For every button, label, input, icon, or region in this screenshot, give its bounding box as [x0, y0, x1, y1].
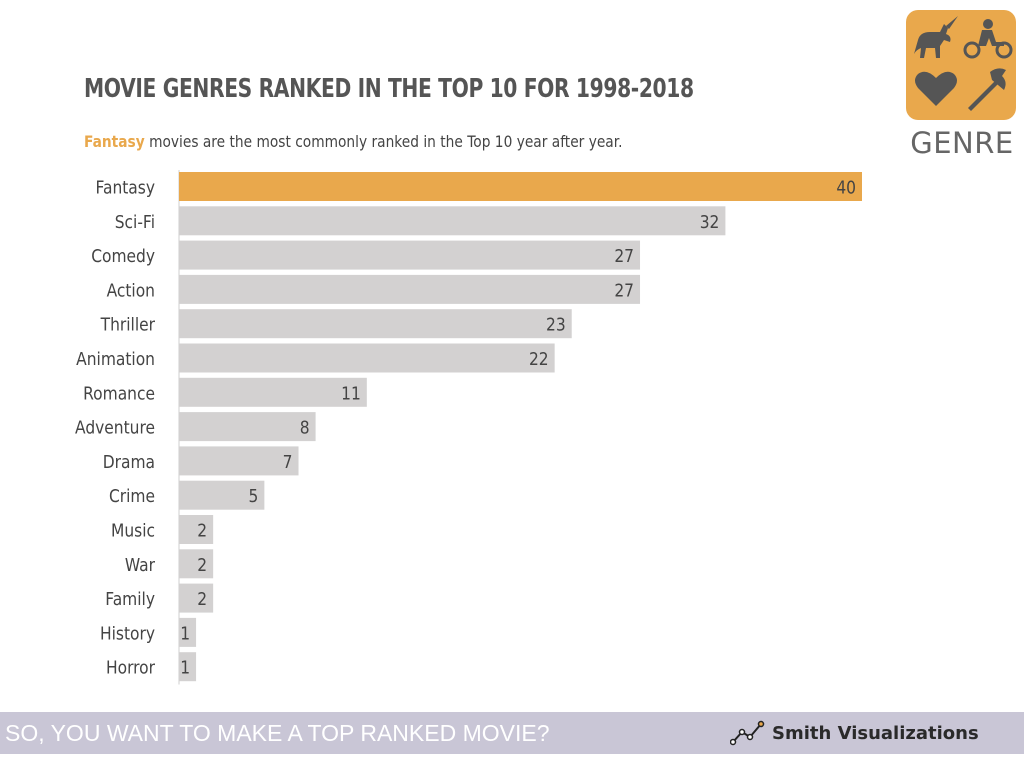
bar-history: [179, 617, 197, 647]
bar-family: [179, 583, 214, 613]
subtitle-highlight: Fantasy: [84, 132, 145, 151]
data-label: 11: [341, 382, 361, 403]
category-label: Crime: [109, 485, 155, 506]
category-label: Thriller: [100, 314, 155, 335]
category-label: Horror: [106, 657, 155, 678]
bar-crime: [179, 480, 265, 510]
chart-title: MOVIE GENRES RANKED IN THE TOP 10 FOR 19…: [84, 74, 694, 104]
category-label: Comedy: [91, 245, 155, 266]
category-label: Sci-Fi: [115, 211, 155, 232]
category-label: Family: [105, 588, 155, 609]
category-label: War: [125, 554, 155, 575]
genre-badge-label: GENRE: [910, 126, 1014, 160]
unicorn-icon: [914, 16, 958, 58]
data-label: 2: [197, 519, 207, 540]
brand: Smith Visualizations: [730, 719, 979, 747]
category-label: Action: [107, 279, 155, 300]
category-label: Drama: [103, 451, 155, 472]
bar-romance: [179, 377, 367, 407]
line-chart-icon: [730, 720, 765, 746]
data-label: 1: [180, 622, 190, 643]
bar-thriller: [179, 309, 572, 339]
bar-horror: [179, 652, 197, 682]
genre-badge: [906, 10, 1016, 120]
category-label: History: [100, 622, 155, 643]
data-label: 32: [700, 211, 720, 232]
data-label: 7: [283, 451, 293, 472]
axe-icon: [968, 68, 1006, 111]
bar-drama: [179, 446, 299, 476]
data-label: 1: [180, 657, 190, 678]
motorcycle-icon: [963, 19, 1013, 59]
data-label: 5: [249, 485, 259, 506]
bar-sci-fi: [179, 206, 726, 236]
footer-banner: SO, YOU WANT TO MAKE A TOP RANKED MOVIE?…: [0, 712, 1024, 754]
data-label: 22: [529, 348, 549, 369]
heart-icon: [915, 71, 957, 106]
category-label: Animation: [76, 348, 155, 369]
data-label: 2: [197, 588, 207, 609]
data-label: 23: [546, 314, 566, 335]
bar-comedy: [179, 240, 641, 270]
bar-war: [179, 549, 214, 579]
brand-name: Smith Visualizations: [772, 722, 979, 744]
data-label: 27: [614, 279, 634, 300]
bar-action: [179, 274, 641, 304]
footer-text: SO, YOU WANT TO MAKE A TOP RANKED MOVIE?: [5, 720, 550, 746]
data-label: 2: [197, 554, 207, 575]
category-label: Romance: [83, 382, 155, 403]
data-label: 8: [300, 416, 310, 437]
data-label: 40: [836, 176, 856, 197]
chart-subtitle: Fantasy movies are the most commonly ran…: [84, 132, 623, 151]
subtitle-text: movies are the most commonly ranked in t…: [144, 132, 623, 151]
category-label: Adventure: [75, 416, 155, 437]
bar-music: [179, 515, 214, 544]
category-label: Fantasy: [96, 176, 156, 197]
bar-fantasy: [179, 172, 862, 201]
bar-adventure: [179, 412, 316, 442]
bar-animation: [179, 343, 555, 373]
data-label: 27: [614, 245, 634, 266]
category-label: Music: [111, 519, 155, 540]
